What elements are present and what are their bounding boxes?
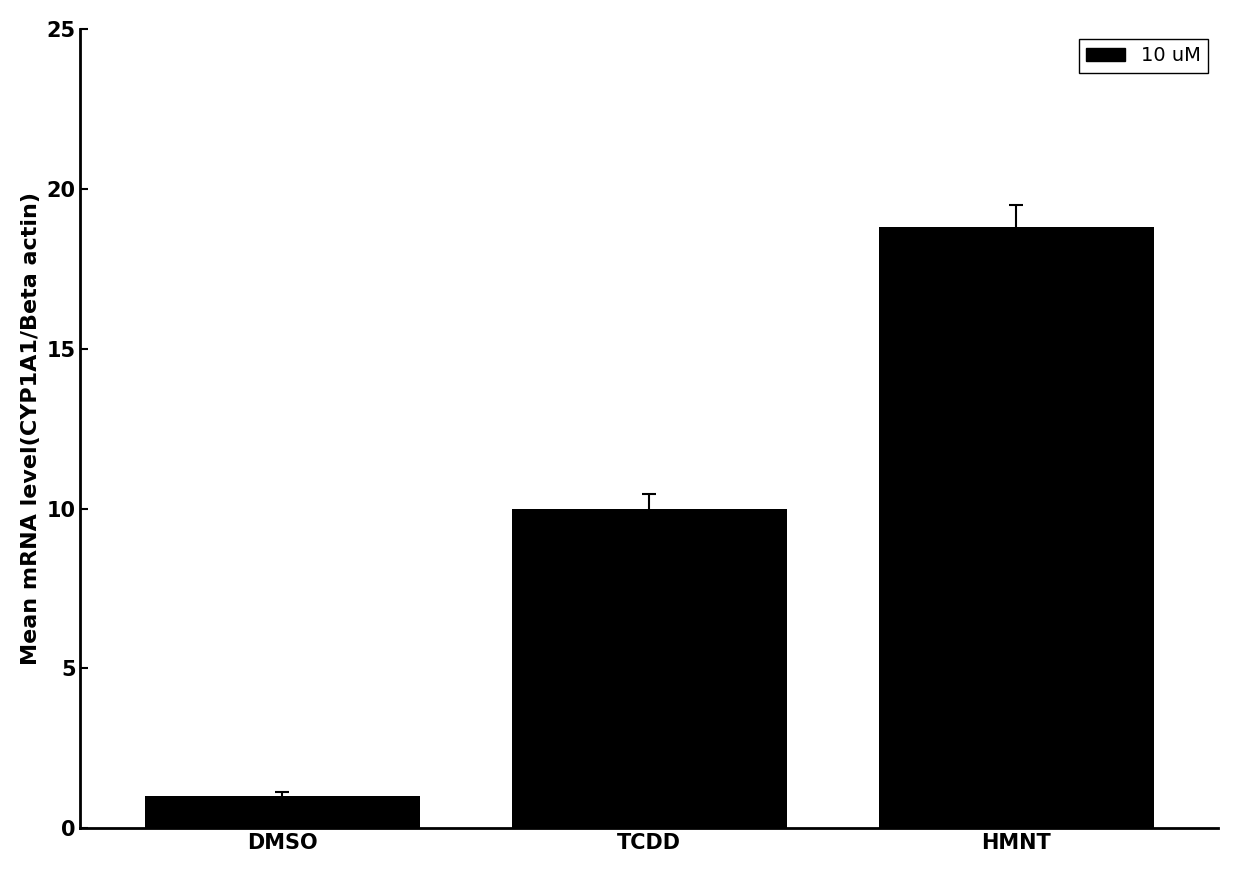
Bar	[512, 509, 787, 829]
Y-axis label: Mean mRNA level(CYP1A1/Beta actin): Mean mRNA level(CYP1A1/Beta actin)	[21, 192, 41, 665]
Bar	[878, 227, 1154, 829]
Legend: 10 uM: 10 uM	[1079, 38, 1208, 73]
Bar	[145, 796, 420, 829]
